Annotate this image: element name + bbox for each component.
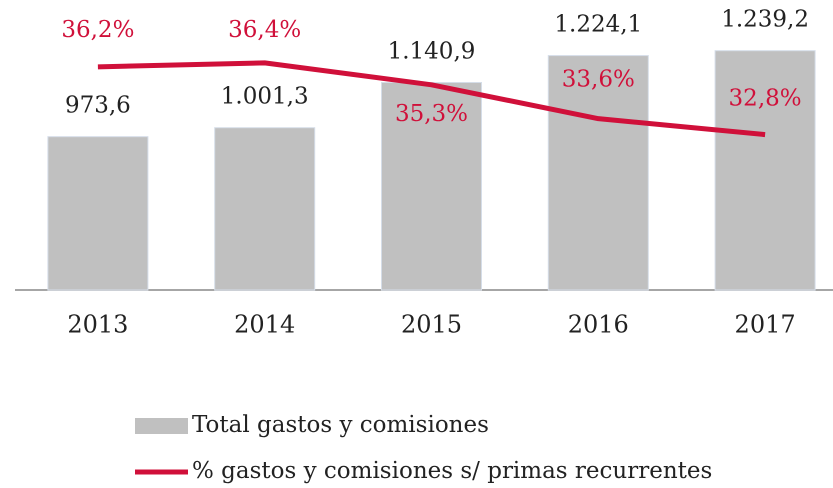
- bar-value-label: 1.239,2: [721, 7, 809, 33]
- legend-swatch: [135, 418, 188, 434]
- line: [97, 60, 766, 138]
- bar: [381, 82, 482, 291]
- bar: [47, 136, 149, 291]
- legend-label: Total gastos y comisiones: [192, 412, 489, 438]
- line-value-label: 33,6%: [562, 67, 635, 93]
- line-value-label: 36,2%: [61, 17, 134, 43]
- x-tick-label: 2016: [568, 311, 629, 339]
- bar-value-label: 1.001,3: [221, 84, 309, 110]
- line-value-label: 36,4%: [228, 17, 301, 43]
- bar-value-label: 1.224,1: [554, 12, 642, 38]
- bar-value-label: 1.140,9: [388, 39, 476, 65]
- legend-label: % gastos y comisiones s/ primas recurren…: [192, 458, 712, 484]
- line-value-label: 32,8%: [729, 86, 802, 112]
- x-tick-label: 2013: [67, 311, 128, 339]
- bar: [714, 50, 816, 291]
- bar-value-label: 973,6: [65, 93, 131, 119]
- line-value-label: 35,3%: [395, 101, 468, 127]
- x-tick-label: 2015: [401, 311, 462, 339]
- x-tick-label: 2014: [234, 311, 295, 339]
- bar: [214, 127, 316, 291]
- bar: [547, 55, 649, 291]
- x-tick-label: 2017: [735, 311, 796, 339]
